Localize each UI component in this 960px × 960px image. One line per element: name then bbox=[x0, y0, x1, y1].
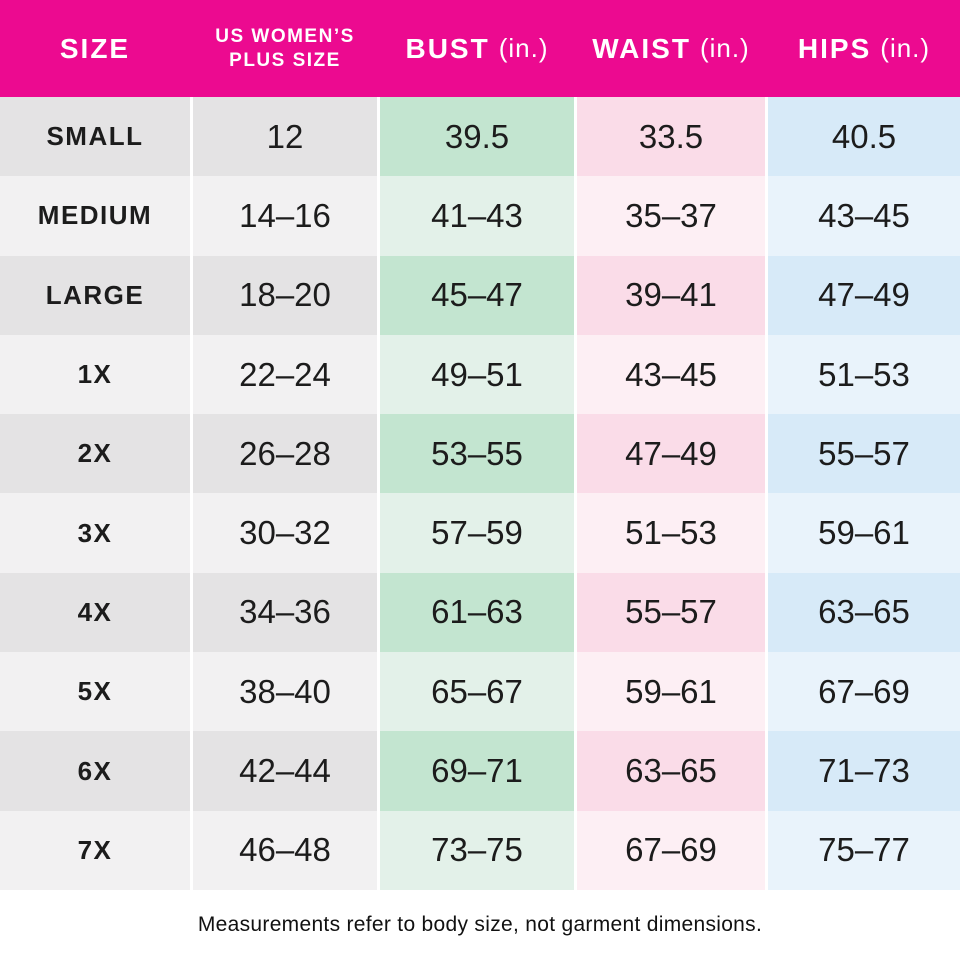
cell-waist: 33.5 bbox=[577, 97, 765, 177]
header-unit: (in.) bbox=[498, 33, 549, 63]
cell-waist: 59–61 bbox=[577, 652, 765, 732]
cell-waist: 39–41 bbox=[577, 255, 765, 335]
cell-hips: 59–61 bbox=[768, 493, 960, 573]
cell-us: 14–16 bbox=[193, 176, 377, 256]
col-header-size: SIZE bbox=[0, 0, 190, 97]
cell-hips: 51–53 bbox=[768, 334, 960, 415]
row-label: SMALL bbox=[0, 97, 190, 177]
cell-bust: 45–47 bbox=[380, 255, 574, 335]
cell-bust: 39.5 bbox=[380, 97, 574, 177]
cell-hips: 55–57 bbox=[768, 414, 960, 494]
table-header-row: SIZE US WOMEN’S PLUS SIZE BUST (in.) WAI… bbox=[0, 0, 960, 97]
cell-us: 38–40 bbox=[193, 652, 377, 732]
table-row: 1X 22–24 49–51 43–45 51–53 bbox=[0, 334, 960, 415]
cell-bust: 65–67 bbox=[380, 652, 574, 732]
footnote: Measurements refer to body size, not gar… bbox=[197, 912, 763, 936]
row-label: 2X bbox=[0, 414, 190, 494]
table-row: 2X 26–28 53–55 47–49 55–57 bbox=[0, 414, 960, 494]
table-body: SMALL 12 39.5 33.5 40.5 MEDIUM 14–16 41–43 35–37… bbox=[0, 97, 960, 890]
cell-bust: 41–43 bbox=[380, 176, 574, 256]
cell-hips: 47–49 bbox=[768, 255, 960, 335]
header-label: BUST bbox=[405, 32, 490, 64]
header-label: US WOMEN’S PLUS SIZE bbox=[215, 25, 355, 71]
cell-waist: 55–57 bbox=[577, 572, 765, 653]
table-row: 3X 30–32 57–59 51–53 59–61 bbox=[0, 493, 960, 573]
cell-us: 42–44 bbox=[193, 731, 377, 811]
cell-hips: 75–77 bbox=[768, 810, 960, 890]
col-header-hips: HIPS (in.) bbox=[768, 0, 960, 97]
cell-bust: 61–63 bbox=[380, 572, 574, 653]
cell-hips: 40.5 bbox=[768, 97, 960, 177]
header-label: SIZE bbox=[59, 32, 131, 64]
table-row: 7X 46–48 73–75 67–69 75–77 bbox=[0, 810, 960, 890]
row-label: 7X bbox=[0, 810, 190, 890]
cell-bust: 57–59 bbox=[380, 493, 574, 573]
header-unit: (in.) bbox=[880, 33, 931, 63]
cell-waist: 47–49 bbox=[577, 414, 765, 494]
cell-waist: 63–65 bbox=[577, 731, 765, 811]
table-row: 6X 42–44 69–71 63–65 71–73 bbox=[0, 731, 960, 811]
row-label: 6X bbox=[0, 731, 190, 811]
cell-us: 22–24 bbox=[193, 334, 377, 415]
cell-us: 34–36 bbox=[193, 572, 377, 653]
col-header-bust: BUST (in.) bbox=[380, 0, 574, 97]
row-label: 4X bbox=[0, 572, 190, 653]
header-unit: (in.) bbox=[699, 33, 750, 63]
cell-waist: 67–69 bbox=[577, 810, 765, 890]
table-row: MEDIUM 14–16 41–43 35–37 43–45 bbox=[0, 176, 960, 256]
cell-hips: 63–65 bbox=[768, 572, 960, 653]
cell-bust: 69–71 bbox=[380, 731, 574, 811]
cell-waist: 51–53 bbox=[577, 493, 765, 573]
table-row: 4X 34–36 61–63 55–57 63–65 bbox=[0, 572, 960, 653]
table-row: SMALL 12 39.5 33.5 40.5 bbox=[0, 97, 960, 177]
cell-us: 18–20 bbox=[193, 255, 377, 335]
cell-hips: 71–73 bbox=[768, 731, 960, 811]
cell-us: 12 bbox=[193, 97, 377, 177]
row-label: LARGE bbox=[0, 255, 190, 335]
cell-bust: 49–51 bbox=[380, 334, 574, 415]
header-label: HIPS bbox=[797, 32, 872, 64]
cell-bust: 53–55 bbox=[380, 414, 574, 494]
col-header-waist: WAIST (in.) bbox=[577, 0, 765, 97]
row-label: 3X bbox=[0, 493, 190, 573]
cell-us: 26–28 bbox=[193, 414, 377, 494]
cell-waist: 35–37 bbox=[577, 176, 765, 256]
col-header-us-womens-plus-size: US WOMEN’S PLUS SIZE bbox=[193, 0, 377, 97]
cell-hips: 43–45 bbox=[768, 176, 960, 256]
cell-hips: 67–69 bbox=[768, 652, 960, 732]
header-label: WAIST bbox=[592, 32, 691, 64]
cell-us: 46–48 bbox=[193, 810, 377, 890]
table-row: 5X 38–40 65–67 59–61 67–69 bbox=[0, 652, 960, 732]
row-label: 1X bbox=[0, 334, 190, 415]
cell-waist: 43–45 bbox=[577, 334, 765, 415]
cell-bust: 73–75 bbox=[380, 810, 574, 890]
cell-us: 30–32 bbox=[193, 493, 377, 573]
table-row: LARGE 18–20 45–47 39–41 47–49 bbox=[0, 255, 960, 335]
row-label: 5X bbox=[0, 652, 190, 732]
row-label: MEDIUM bbox=[0, 176, 190, 256]
